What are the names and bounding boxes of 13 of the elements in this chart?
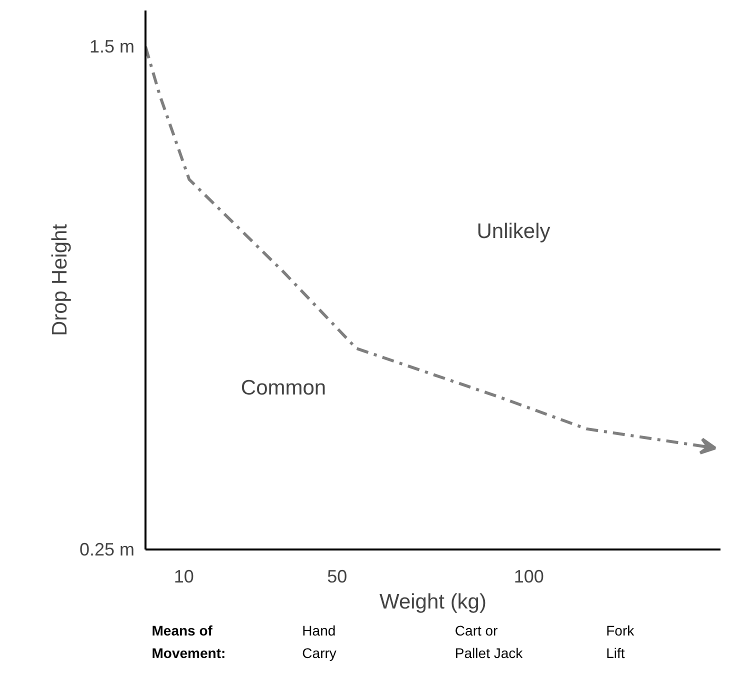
text: Fork Lift — [606, 622, 636, 661]
y-axis-title: Drop Height — [48, 224, 72, 336]
x-tick-label: 100 — [514, 566, 544, 586]
y-tick-label: 0.25 m — [79, 540, 135, 560]
y-tick-label: 1.5 m — [89, 36, 135, 57]
x-tick-label: 10 — [174, 566, 194, 586]
text: Means of Movement: — [152, 622, 226, 661]
x-axis-title: Weight (kg) — [380, 590, 486, 614]
annotation: Unlikely — [476, 220, 551, 243]
text: Cart or Pallet Jack — [454, 622, 524, 661]
text: Hand Carry — [302, 622, 336, 661]
annotation: Common — [240, 376, 326, 400]
x-tick-label: 50 — [327, 566, 348, 586]
